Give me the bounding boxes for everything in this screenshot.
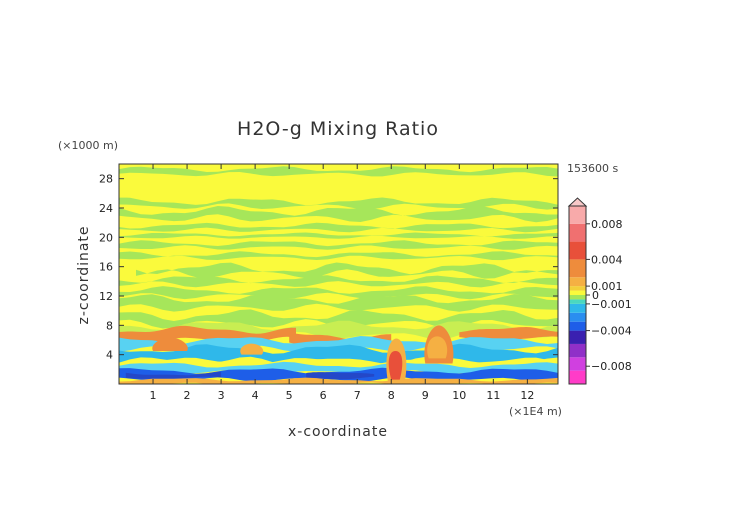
y-tick-label: 4: [106, 349, 113, 362]
colorbar-segment: [569, 295, 586, 300]
plot-area: [118, 163, 559, 385]
contour-band: [119, 361, 558, 375]
x-tick-label: 1: [150, 389, 157, 402]
contour-band: [306, 372, 375, 380]
x-axis-label: x-coordinate: [288, 424, 388, 440]
colorbar-segment: [569, 259, 586, 278]
x-tick-label: 4: [252, 389, 259, 402]
y-unit-label: (×1000 m): [58, 139, 118, 152]
contour-band: [119, 377, 558, 384]
x-tick-label: 11: [486, 389, 500, 402]
colorbar-label: 0.004: [591, 253, 623, 266]
colorbar-segment: [569, 206, 586, 224]
colorbar-segment: [569, 312, 586, 322]
y-tick-label: 28: [99, 173, 113, 186]
x-tick-label: 3: [218, 389, 225, 402]
y-tick-label: 12: [99, 290, 113, 303]
plume-feature: [240, 343, 264, 355]
contour-band: [119, 286, 558, 300]
colorbar-segment: [569, 303, 586, 313]
colorbar-segment: [569, 299, 586, 304]
contour-band: [119, 197, 558, 210]
plume-feature: [388, 351, 403, 380]
contour-band: [136, 262, 558, 279]
time-label: 153600 s: [567, 162, 618, 175]
colorbar-label: −0.004: [591, 325, 632, 338]
colorbar-label: −0.008: [591, 360, 632, 373]
x-ticks: 1 2 3 4 5 6 7 8 9 10 11 12: [150, 164, 534, 402]
plume-feature: [427, 336, 448, 359]
contour-band: [119, 222, 558, 233]
colorbar-segment: [569, 321, 586, 331]
colorbar-extend-arrow: [567, 197, 588, 207]
y-tick-label: 20: [99, 231, 113, 244]
plume-feature: [152, 337, 188, 351]
y-tick-label: 16: [99, 261, 113, 274]
x-tick-label: 5: [286, 389, 293, 402]
x-unit-label: (×1E4 m): [509, 405, 562, 418]
y-axis-label: z-coordinate: [76, 225, 92, 324]
x-tick-label: 8: [388, 389, 395, 402]
contour-band: [119, 251, 558, 261]
x-tick-label: 2: [184, 389, 191, 402]
y-tick-label: 8: [106, 319, 113, 332]
contour-band: [125, 372, 222, 379]
x-tick-label: 12: [520, 389, 534, 402]
colorbar-segment: [569, 330, 586, 344]
y-tick-label: 24: [99, 202, 113, 215]
contour-band: [119, 240, 558, 250]
contour-band: [119, 294, 558, 312]
x-tick-label: 7: [354, 389, 361, 402]
x-tick-label: 6: [320, 389, 327, 402]
y-ticks: 4 8 12 16 20 24 28: [99, 173, 558, 362]
contour-band: [459, 327, 558, 340]
contour-band: [119, 232, 558, 239]
colorbar-label: −0.001: [591, 298, 632, 311]
colorbar-label: 0: [592, 289, 599, 302]
colorbar-segment: [569, 290, 586, 295]
colorbar-label: 0.008: [591, 218, 623, 231]
contour-band: [119, 205, 558, 223]
x-tick-label: 9: [422, 389, 429, 402]
colorbar-segment: [569, 343, 586, 358]
colorbar-segment: [569, 286, 586, 291]
contour-band: [119, 166, 558, 177]
field-layers: [119, 166, 558, 384]
mixing-ratio-field: [119, 166, 558, 384]
colorbar-label: 0.001: [591, 280, 623, 293]
colorbar-segment: [569, 223, 586, 242]
colorbar-segment: [569, 357, 586, 371]
contour-band: [119, 275, 558, 288]
plot-frame: [118, 163, 559, 385]
colorbar-segment: [569, 277, 586, 287]
colorbar-segment: [569, 370, 586, 384]
x-tick-label: 10: [452, 389, 466, 402]
chart-title: H2O-g Mixing Ratio: [237, 118, 439, 140]
colorbar-segment: [569, 241, 586, 260]
